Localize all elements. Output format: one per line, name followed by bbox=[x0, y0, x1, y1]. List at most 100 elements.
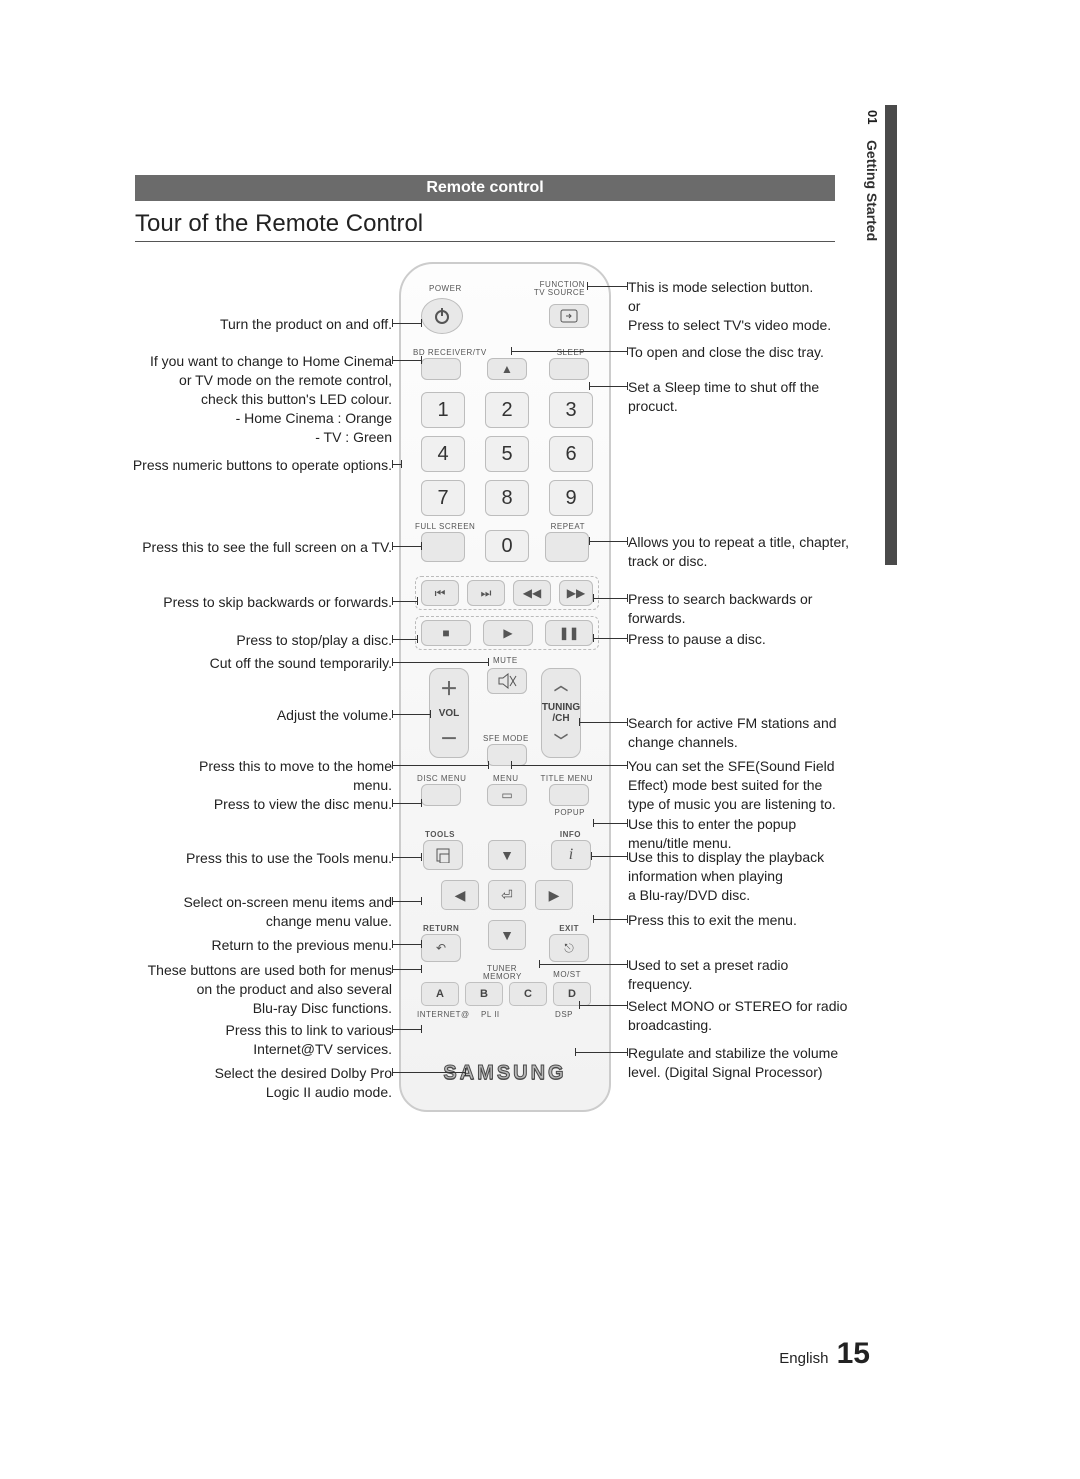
num-0-button[interactable]: 0 bbox=[485, 530, 529, 562]
info-button[interactable]: i bbox=[551, 840, 591, 870]
num-5-button[interactable]: 5 bbox=[485, 436, 529, 472]
num-7-button[interactable]: 7 bbox=[421, 480, 465, 516]
vol-label: VOL bbox=[439, 708, 460, 719]
menu-label: MENU bbox=[493, 774, 519, 783]
num-3-button[interactable]: 3 bbox=[549, 392, 593, 428]
callout-left-11: Select on-screen menu items andchange me… bbox=[132, 893, 392, 931]
num-2-button[interactable]: 2 bbox=[485, 392, 529, 428]
repeat-label: REPEAT bbox=[551, 522, 585, 531]
discmenu-button[interactable] bbox=[421, 784, 461, 806]
play-button[interactable]: ▶ bbox=[483, 620, 533, 646]
dpad-down[interactable]: ▼ bbox=[488, 920, 526, 950]
section-header-bar: Remote control bbox=[135, 175, 835, 201]
power-button[interactable] bbox=[421, 298, 463, 334]
power-label: POWER bbox=[429, 284, 462, 293]
title-rule bbox=[135, 241, 835, 242]
tuning-label-2: /CH bbox=[552, 713, 569, 724]
source-button[interactable] bbox=[549, 304, 589, 328]
rewind-button[interactable]: ◀◀ bbox=[513, 580, 551, 606]
color-C-button[interactable]: C bbox=[509, 982, 547, 1006]
return-label: RETURN bbox=[423, 924, 459, 933]
sleep-button[interactable] bbox=[549, 358, 589, 380]
eject-button[interactable]: ▲ bbox=[487, 358, 527, 380]
callout-right-9: Use this to display the playbackinformat… bbox=[628, 848, 878, 905]
sfe-button[interactable] bbox=[487, 744, 527, 766]
callout-right-2: Set a Sleep time to shut off theprocuct. bbox=[628, 378, 878, 416]
callout-left-6: Cut off the sound temporarily. bbox=[132, 654, 392, 673]
callout-left-8: Press this to move to the homemenu. bbox=[132, 757, 392, 795]
popup-label: POPUP bbox=[554, 808, 585, 817]
tools-button[interactable] bbox=[423, 840, 463, 870]
callout-left-15: Select the desired Dolby ProLogic II aud… bbox=[132, 1064, 392, 1102]
callout-left-0: Turn the product on and off. bbox=[132, 315, 392, 334]
brand-logo: SAMSUNG bbox=[401, 1062, 609, 1085]
dpl-label: PL II bbox=[481, 1010, 500, 1019]
tools-label: TOOLS bbox=[425, 830, 455, 839]
fullscreen-button[interactable] bbox=[421, 532, 465, 562]
callout-left-5: Press to stop/play a disc. bbox=[132, 631, 392, 650]
function-label-2: TV SOURCE bbox=[534, 288, 585, 297]
num-9-button[interactable]: 9 bbox=[549, 480, 593, 516]
color-A-button[interactable]: A bbox=[421, 982, 459, 1006]
color-B-button[interactable]: B bbox=[465, 982, 503, 1006]
abcd-row: ABCD bbox=[421, 982, 591, 1006]
bdrectv-button[interactable] bbox=[421, 358, 461, 380]
pause-button[interactable]: ❚❚ bbox=[545, 620, 593, 646]
dsp-label: DSP bbox=[555, 1010, 573, 1019]
color-D-button[interactable]: D bbox=[553, 982, 591, 1006]
volume-rocker[interactable]: ＋ VOL － bbox=[429, 668, 469, 758]
fullscreen-label: FULL SCREEN bbox=[415, 522, 475, 531]
callout-right-0: This is mode selection button.orPress to… bbox=[628, 278, 878, 335]
mute-label: MUTE bbox=[493, 656, 518, 665]
page-title: Tour of the Remote Control bbox=[135, 210, 423, 238]
down-chevron-icon: ﹀ bbox=[554, 731, 568, 751]
callout-left-3: Press this to see the full screen on a T… bbox=[132, 538, 392, 557]
callout-right-13: Regulate and stabilize the volumelevel. … bbox=[628, 1044, 878, 1082]
titlemenu-label: TITLE MENU bbox=[540, 774, 593, 783]
callout-right-7: You can set the SFE(Sound FieldEffect) m… bbox=[628, 757, 878, 814]
tuning-rocker[interactable]: ︿ TUNING /CH ﹀ bbox=[541, 668, 581, 758]
callout-left-12: Return to the previous menu. bbox=[132, 936, 392, 955]
num-1-button[interactable]: 1 bbox=[421, 392, 465, 428]
dpad-left[interactable]: ◀ bbox=[441, 880, 479, 910]
plus-icon: ＋ bbox=[440, 675, 458, 701]
callout-left-10: Press this to use the Tools menu. bbox=[132, 849, 392, 868]
callout-right-6: Search for active FM stations andchange … bbox=[628, 714, 878, 752]
exit-button[interactable]: ⎋ bbox=[549, 934, 589, 962]
callout-left-1: If you want to change to Home Cinemaor T… bbox=[132, 352, 392, 446]
num-6-button[interactable]: 6 bbox=[549, 436, 593, 472]
ffwd-button[interactable]: ▶▶ bbox=[559, 580, 593, 606]
num-8-button[interactable]: 8 bbox=[485, 480, 529, 516]
skip-back-button[interactable]: ⏮ bbox=[421, 580, 459, 606]
footer-lang: English bbox=[779, 1350, 828, 1367]
callout-right-11: Used to set a preset radiofrequency. bbox=[628, 956, 878, 994]
return-button[interactable]: ↶ bbox=[421, 934, 461, 962]
titlemenu-button[interactable] bbox=[549, 784, 589, 806]
up-chevron-icon: ︿ bbox=[554, 675, 568, 695]
stop-button[interactable]: ■ bbox=[421, 620, 471, 646]
callout-left-14: Press this to link to variousInternet@TV… bbox=[132, 1021, 392, 1059]
chapter-number: 01 bbox=[865, 110, 880, 124]
callout-right-4: Press to search backwards orforwards. bbox=[628, 590, 878, 628]
menu-button[interactable]: ▭ bbox=[487, 784, 527, 806]
enter-button[interactable]: ⏎ bbox=[488, 880, 526, 910]
manual-page: 01 Getting Started Remote control Tour o… bbox=[0, 0, 1080, 1479]
info-label: INFO bbox=[560, 830, 581, 839]
mute-button[interactable] bbox=[487, 668, 527, 694]
num-4-button[interactable]: 4 bbox=[421, 436, 465, 472]
minus-icon: － bbox=[440, 725, 458, 751]
side-tab: 01 Getting Started bbox=[864, 110, 880, 241]
dpad-down[interactable]: ▼ bbox=[488, 840, 526, 870]
callout-left-2: Press numeric buttons to operate options… bbox=[132, 456, 392, 475]
sfe-label: SFE MODE bbox=[483, 734, 529, 743]
callout-left-7: Adjust the volume. bbox=[132, 706, 392, 725]
repeat-button[interactable] bbox=[545, 532, 589, 562]
bdrectv-label: BD RECEIVER/TV bbox=[413, 348, 487, 357]
footer-page: 15 bbox=[837, 1337, 870, 1370]
exit-label: EXIT bbox=[559, 924, 579, 933]
skip-fwd-button[interactable]: ⏭ bbox=[467, 580, 505, 606]
tuner-label-2: MEMORY bbox=[483, 972, 522, 981]
dpad-right[interactable]: ▶ bbox=[535, 880, 573, 910]
discmenu-label: DISC MENU bbox=[417, 774, 466, 783]
internet-label: INTERNET@ bbox=[417, 1010, 470, 1019]
